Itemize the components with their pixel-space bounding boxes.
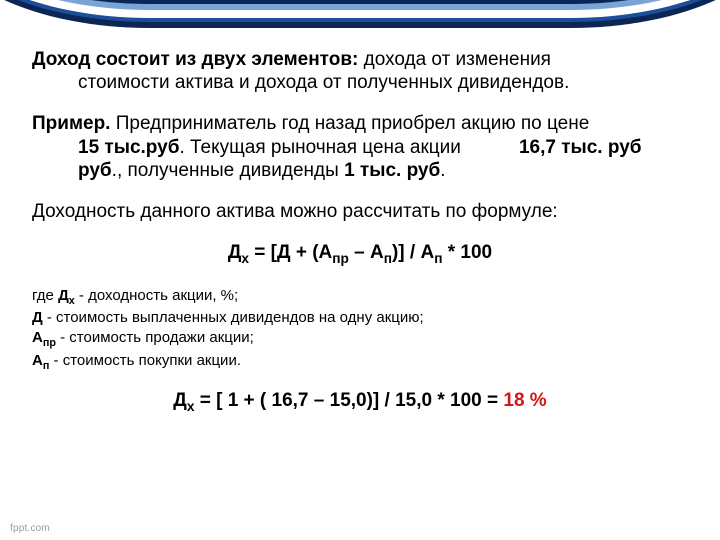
formula-lhs-sub: х: [241, 251, 249, 266]
def-row-1: где Дх - доходность акции, %;: [32, 286, 688, 309]
example-rub: руб: [78, 160, 112, 181]
example-paragraph: Пример. Предприниматель год назад приобр…: [32, 112, 688, 182]
def3-txt: - стоимость продажи акции;: [56, 329, 254, 346]
formula-lhs: Д: [228, 242, 242, 263]
def2-sym: Д: [32, 309, 43, 326]
def-row-3: Апр - стоимость продажи акции;: [32, 328, 688, 351]
example-line2a: . Текущая рыночная цена акции: [179, 137, 518, 158]
def1-sym: Д: [58, 287, 69, 304]
content-area: Доход состоит из двух элементов: дохода …: [32, 48, 688, 416]
formula-mid1: – А: [349, 242, 384, 263]
example-price1: 15 тыс.руб: [78, 137, 179, 158]
def-row-2: Д - стоимость выплаченных дивидендов на …: [32, 308, 688, 328]
def-row-4: Ап - стоимость покупки акции.: [32, 351, 688, 374]
example-label: Пример.: [32, 113, 110, 134]
def3-sym: А: [32, 329, 43, 346]
defs-where: где: [32, 287, 58, 304]
lead-paragraph: Доход состоит из двух элементов: дохода …: [32, 48, 688, 94]
calc-result: 18 %: [503, 390, 546, 411]
calculation: Дх = [ 1 + ( 16,7 – 15,0)] / 15,0 * 100 …: [32, 389, 688, 415]
slide: Доход состоит из двух элементов: дохода …: [0, 0, 720, 540]
example-line3a: ., полученные дивиденды: [112, 160, 344, 181]
formula-sub1: пр: [332, 251, 349, 266]
formula-sub2: п: [384, 251, 392, 266]
def4-sym: А: [32, 352, 43, 369]
example-dividend: 1 тыс. руб: [344, 160, 440, 181]
def4-txt: - стоимость покупки акции.: [49, 352, 241, 369]
definitions: где Дх - доходность акции, %; Д - стоимо…: [32, 286, 688, 374]
formula-intro: Доходность данного актива можно рассчита…: [32, 200, 688, 223]
lead-bold: Доход состоит из двух элементов:: [32, 49, 358, 70]
calc-lhs: Д: [173, 390, 187, 411]
lead-cont: стоимости актива и дохода от полученных …: [32, 71, 688, 94]
def2-txt: - стоимость выплаченных дивидендов на од…: [43, 309, 424, 326]
def1-txt: - доходность акции, %;: [75, 287, 238, 304]
example-line1a: Предприниматель год назад приобрел акцию…: [110, 113, 589, 134]
example-price2: 16,7 тыс. руб: [519, 137, 642, 158]
example-line3-end: .: [440, 160, 445, 181]
lead-rest-1: дохода от изменения: [358, 49, 551, 70]
calc-body: = [ 1 + ( 16,7 – 15,0)] / 15,0 * 100 =: [194, 390, 503, 411]
formula-eq: = [Д + (А: [249, 242, 332, 263]
formula-tail: * 100: [442, 242, 492, 263]
example-block: 15 тыс.руб. Текущая рыночная цена акции …: [32, 136, 688, 182]
formula-mid2: )] / А: [392, 242, 434, 263]
def3-sub: пр: [43, 337, 56, 349]
formula: Дх = [Д + (Апр – Ап)] / Ап * 100: [32, 241, 688, 267]
footer-link: fppt.com: [10, 523, 50, 534]
